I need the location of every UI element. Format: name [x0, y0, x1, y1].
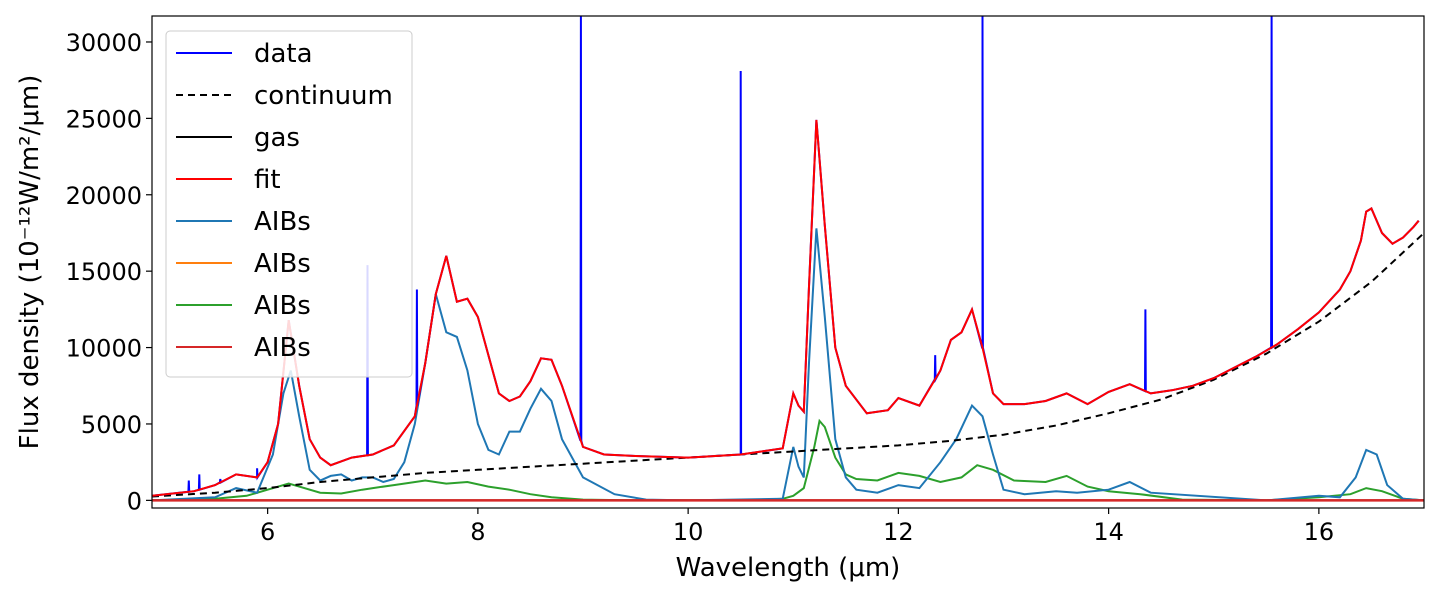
x-tick-label: 12 — [883, 518, 914, 546]
y-tick-label: 20000 — [66, 182, 142, 210]
legend-label: AIBs — [254, 333, 311, 363]
legend: data continuum gas fit AIBs AIBs AIBs AIBs — [165, 30, 413, 378]
continuum-line — [152, 232, 1424, 498]
x-tick-label: 16 — [1304, 518, 1335, 546]
y-tick-label: 0 — [127, 487, 142, 515]
legend-label: AIBs — [254, 207, 311, 237]
x-tick-label: 14 — [1093, 518, 1124, 546]
y-axis-label: Flux density (10⁻¹²W/m²/μm) — [15, 75, 45, 450]
x-tick-label: 6 — [260, 518, 275, 546]
x-axis-label: Wavelength (μm) — [676, 553, 901, 583]
x-tick-label: 10 — [673, 518, 704, 546]
y-tick-label: 5000 — [81, 411, 142, 439]
legend-label: gas — [254, 123, 300, 153]
legend-label: continuum — [254, 81, 393, 111]
axes-layer: 6 8 10 12 14 16 0 5000 10000 15000 20000 25000 30000 — [66, 29, 1335, 546]
legend-label: AIBs — [254, 291, 311, 321]
y-tick-label: 30000 — [66, 29, 142, 57]
plot-frame — [151, 15, 1425, 509]
legend-box — [165, 30, 413, 378]
aib-green-line — [152, 418, 1424, 502]
x-tick-label: 8 — [470, 518, 485, 546]
legend-label: AIBs — [254, 249, 311, 279]
legend-label: data — [254, 39, 313, 69]
fit-line — [152, 119, 1420, 497]
y-tick-label: 15000 — [66, 258, 142, 286]
y-tick-label: 10000 — [66, 335, 142, 363]
y-tick-label: 25000 — [66, 105, 142, 133]
legend-label: fit — [254, 165, 281, 195]
